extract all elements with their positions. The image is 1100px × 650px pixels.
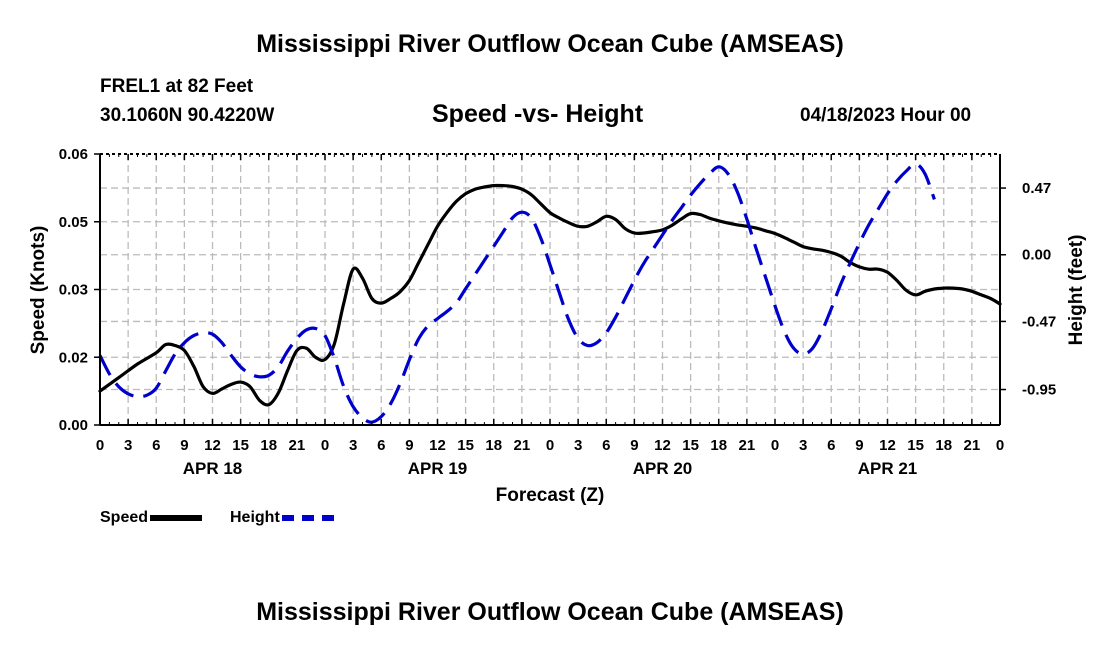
x-tick-label: 6 — [827, 437, 835, 454]
legend-speed-label: Speed — [100, 509, 149, 526]
station-coordinates: 30.1060N 90.4220W — [100, 105, 275, 126]
x-tick-label: 15 — [907, 437, 924, 454]
legend-height-swatch — [281, 515, 334, 521]
x-tick-label: 3 — [799, 437, 807, 454]
x-tick-label: 21 — [964, 437, 981, 454]
x-tick-label: 6 — [377, 437, 385, 454]
x-tick-label: 0 — [771, 437, 779, 454]
x-tick-label: 9 — [405, 437, 413, 454]
x-tick-label: 0 — [321, 437, 329, 454]
x-tick-label: 12 — [654, 437, 671, 454]
station-label: FREL1 at 82 Feet — [100, 76, 254, 97]
x-tick-label: 15 — [682, 437, 699, 454]
series-speed-line — [98, 183, 1002, 407]
y-axis-left-label: Speed (Knots) — [28, 226, 49, 355]
x-tick-label: 3 — [574, 437, 582, 454]
y-left-tick-label: 0.06 — [59, 146, 88, 163]
x-tick-label: 21 — [514, 437, 531, 454]
x-day-label: APR 20 — [633, 459, 693, 478]
x-tick-label: 9 — [630, 437, 638, 454]
legend-height: Height — [230, 509, 334, 527]
y-right-tick-label: -0.95 — [1022, 382, 1056, 399]
x-tick-label: 6 — [602, 437, 610, 454]
y-right-tick-label: -0.47 — [1022, 313, 1056, 330]
y-left-tick-label: 0.00 — [59, 417, 88, 434]
grid-lines — [100, 154, 1000, 425]
x-tick-label: 12 — [879, 437, 896, 454]
x-tick-label: 12 — [204, 437, 221, 454]
x-tick-label: 9 — [855, 437, 863, 454]
x-tick-label: 18 — [260, 437, 277, 454]
x-day-label: APR 21 — [858, 459, 918, 478]
x-tick-label: 15 — [232, 437, 249, 454]
x-tick-label: 18 — [935, 437, 952, 454]
series-height-line — [98, 162, 936, 424]
x-tick-label: 3 — [349, 437, 357, 454]
legend-speed-swatch — [150, 515, 203, 521]
x-tick-label: 18 — [485, 437, 502, 454]
x-day-label: APR 19 — [408, 459, 468, 478]
x-tick-label: 3 — [124, 437, 132, 454]
y-right-tick-label: 0.47 — [1022, 180, 1051, 197]
x-tick-label: 21 — [739, 437, 756, 454]
chart-main-title: Mississippi River Outflow Ocean Cube (AM… — [256, 30, 844, 58]
chart-subtitle: Speed -vs- Height — [432, 100, 644, 128]
forecast-datetime: 04/18/2023 Hour 00 — [800, 105, 972, 126]
axes: 0 3 6 9 12 15 18 21 0 3 6 9 12 15 18 21 0 3 6 9 12 15 18 21 0 3 6 9… — [59, 146, 1056, 478]
x-tick-label: 18 — [710, 437, 727, 454]
x-axis-label: Forecast (Z) — [496, 485, 605, 506]
x-tick-label: 9 — [180, 437, 188, 454]
y-right-tick-label: 0.00 — [1022, 247, 1051, 264]
y-left-tick-label: 0.03 — [59, 282, 88, 299]
x-tick-label: 0 — [96, 437, 104, 454]
x-day-label: APR 18 — [183, 459, 243, 478]
x-tick-label: 15 — [457, 437, 474, 454]
series-layer — [98, 162, 1002, 424]
x-tick-label: 0 — [546, 437, 554, 454]
x-tick-label: 0 — [996, 437, 1004, 454]
chart-footer-title: Mississippi River Outflow Ocean Cube (AM… — [256, 598, 844, 626]
x-tick-label: 21 — [289, 437, 306, 454]
y-left-tick-label: 0.05 — [59, 214, 88, 231]
y-left-tick-label: 0.02 — [59, 349, 88, 366]
legend-speed: Speed — [100, 509, 203, 527]
x-tick-label: 6 — [152, 437, 160, 454]
y-axis-right-label: Height (feet) — [1066, 235, 1087, 346]
x-tick-label: 12 — [429, 437, 446, 454]
legend-height-label: Height — [230, 509, 280, 526]
